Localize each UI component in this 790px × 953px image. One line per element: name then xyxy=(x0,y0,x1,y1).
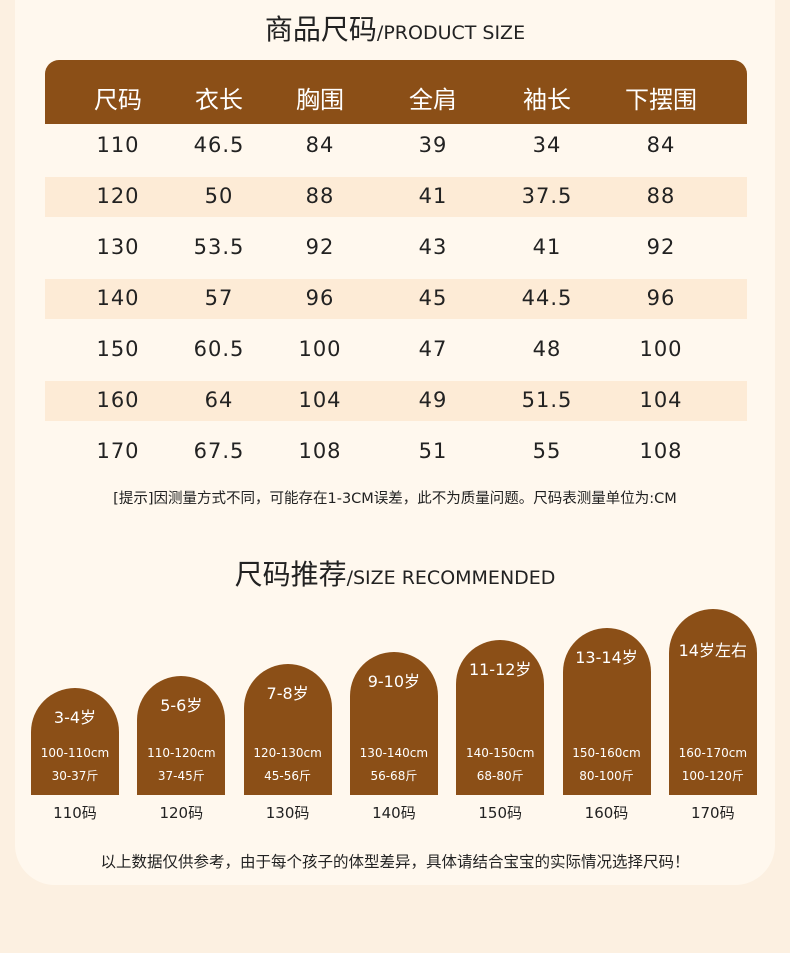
size-arch: 7-8岁 120-130cm 45-56斤 xyxy=(243,664,332,795)
weight-range: 56-68斤 xyxy=(370,769,418,783)
height-range: 130-140cm xyxy=(359,746,429,760)
column-header: 衣长 xyxy=(195,86,243,114)
cell: 108 xyxy=(298,439,342,463)
cell: 160 xyxy=(96,388,140,412)
cell: 64 xyxy=(204,388,234,412)
cell: 150 xyxy=(96,337,140,361)
cell: 47 xyxy=(418,337,448,361)
height-range: 110-120cm xyxy=(147,746,216,760)
size-arch: 5-6岁 110-120cm 37-45斤 xyxy=(137,676,226,795)
cell: 88 xyxy=(305,184,335,208)
cell: 34 xyxy=(532,133,562,157)
height-range: 120-130cm xyxy=(253,746,322,760)
title-text: 商品尺码 xyxy=(264,13,377,46)
weight-range: 80-100斤 xyxy=(579,769,634,783)
height-range: 100-110cm xyxy=(40,746,110,760)
cell: 46.5 xyxy=(193,133,245,157)
height-range: 160-170cm xyxy=(678,746,748,760)
cell: 130 xyxy=(96,235,140,259)
cell: 108 xyxy=(639,439,683,463)
size-label: 160码 xyxy=(584,804,629,822)
size-arch: 13-14岁 150-160cm 80-100斤 xyxy=(562,628,651,795)
row-shade xyxy=(45,279,747,319)
cell: 53.5 xyxy=(193,235,245,259)
cell: 57 xyxy=(204,286,234,310)
cell: 55 xyxy=(532,439,562,463)
cell: 104 xyxy=(298,388,342,412)
cell: 84 xyxy=(305,133,335,157)
cell: 51.5 xyxy=(521,388,573,412)
table-header xyxy=(45,60,747,124)
weight-range: 68-80斤 xyxy=(476,769,524,783)
weight-range: 30-37斤 xyxy=(51,769,99,783)
column-header: 下摆围 xyxy=(625,86,697,114)
size-arch: 11-12岁 140-150cm 68-80斤 xyxy=(456,640,545,795)
age-label: 5-6岁 xyxy=(160,696,203,715)
cell: 39 xyxy=(418,133,448,157)
note: [提示]因测量方式不同，可能存在1-3CM误差，此不为质量问题。尺码表测量单位为… xyxy=(113,491,677,507)
row-shade xyxy=(45,177,747,217)
cell: 37.5 xyxy=(521,184,573,208)
height-range: 140-150cm xyxy=(465,746,535,760)
column-header: 袖长 xyxy=(523,86,571,114)
cell: 92 xyxy=(646,235,676,259)
cell: 170 xyxy=(96,439,140,463)
age-label: 11-12岁 xyxy=(468,660,532,679)
height-range: 150-160cm xyxy=(572,746,641,760)
age-label: 13-14岁 xyxy=(575,648,638,667)
cell: 100 xyxy=(298,337,342,361)
cell: 41 xyxy=(532,235,562,259)
weight-range: 37-45斤 xyxy=(157,769,205,783)
cell: 84 xyxy=(646,133,676,157)
cell: 92 xyxy=(305,235,335,259)
size-label: 110码 xyxy=(53,804,97,822)
column-header: 胸围 xyxy=(296,86,344,114)
cell: 120 xyxy=(96,184,140,208)
age-label: 9-10岁 xyxy=(367,672,421,691)
size-arch: 3-4岁 100-110cm 30-37斤 xyxy=(31,688,119,795)
cell: 48 xyxy=(532,337,562,361)
cell: 60.5 xyxy=(193,337,245,361)
cell: 100 xyxy=(639,337,683,361)
title: 商品尺码/PRODUCT SIZE xyxy=(0,8,790,48)
size-label: 140码 xyxy=(372,804,416,822)
size-label: 120码 xyxy=(159,804,204,822)
row-shade xyxy=(45,381,747,421)
cell: 45 xyxy=(418,286,448,310)
footer: 以上数据仅供参考，由于每个孩子的体型差异，具体请结合宝宝的实际情况选择尺码！ xyxy=(100,853,690,871)
cell: 49 xyxy=(418,388,448,412)
column-header: 尺码 xyxy=(94,86,142,114)
cell: 140 xyxy=(96,286,140,310)
age-label: 14岁左右 xyxy=(678,641,747,660)
recommend-title: 尺码推荐/SIZE RECOMMENDED xyxy=(0,553,790,593)
title-text: 尺码推荐 xyxy=(234,558,347,591)
size-arch: 9-10岁 130-140cm 56-68斤 xyxy=(349,652,438,795)
cell: 51 xyxy=(418,439,448,463)
cell: 43 xyxy=(418,235,448,259)
cell: 96 xyxy=(305,286,335,310)
subtitle: /SIZE RECOMMENDED xyxy=(346,567,556,589)
age-label: 3-4岁 xyxy=(53,708,97,727)
cell: 88 xyxy=(646,184,676,208)
cell: 104 xyxy=(639,388,683,412)
size-label: 130码 xyxy=(265,804,310,822)
weight-range: 100-120斤 xyxy=(681,769,744,783)
cell: 110 xyxy=(96,133,140,157)
age-label: 7-8岁 xyxy=(266,684,309,703)
subtitle: /PRODUCT SIZE xyxy=(376,22,526,44)
cell: 67.5 xyxy=(193,439,245,463)
column-header: 全肩 xyxy=(409,86,457,114)
cell: 50 xyxy=(204,184,234,208)
cell: 96 xyxy=(646,286,676,310)
size-arch: 14岁左右 160-170cm 100-120斤 xyxy=(668,609,757,795)
size-label: 170码 xyxy=(690,804,735,822)
size-label: 150码 xyxy=(478,804,522,822)
cell: 41 xyxy=(418,184,448,208)
cell: 44.5 xyxy=(521,286,573,310)
weight-range: 45-56斤 xyxy=(264,769,312,783)
